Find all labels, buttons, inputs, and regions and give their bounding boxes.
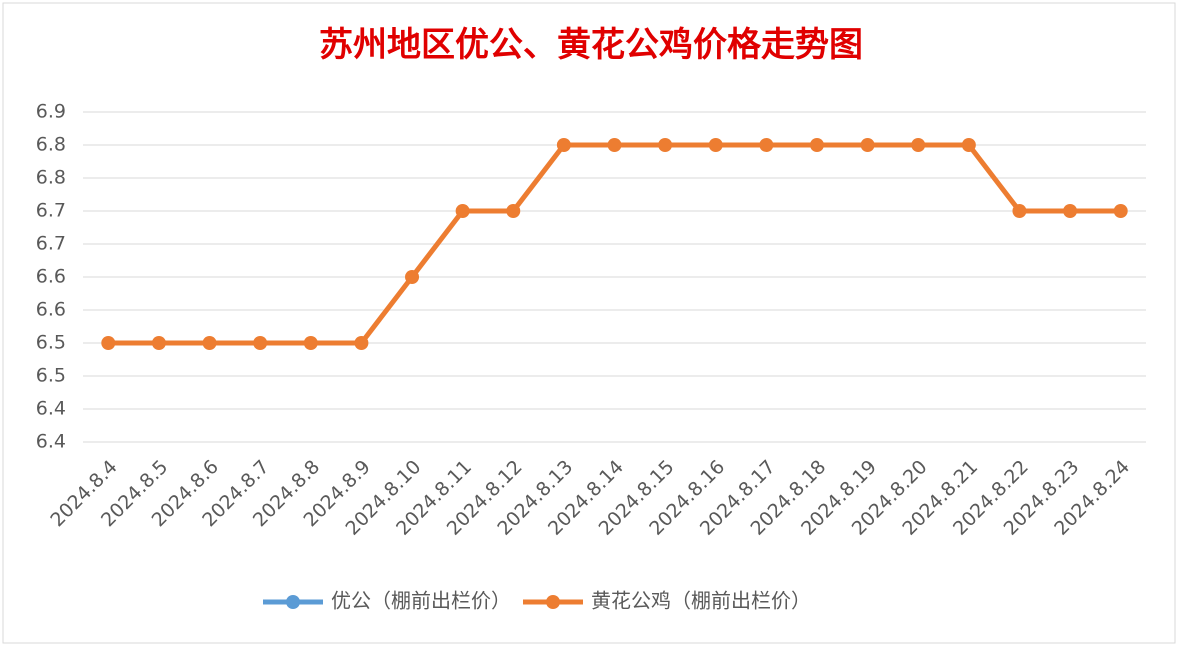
y-tick-label: 6.7 (36, 200, 66, 222)
data-point (405, 270, 420, 284)
y-tick-label: 6.5 (36, 332, 66, 354)
y-tick-label: 6.4 (36, 398, 66, 420)
data-point (860, 138, 875, 152)
y-tick-label: 6.6 (36, 266, 66, 288)
data-point (1012, 204, 1027, 218)
y-tick-label: 6.8 (36, 134, 66, 156)
y-tick-label: 6.8 (36, 167, 66, 189)
legend-marker (286, 595, 300, 609)
data-point (354, 336, 369, 350)
legend-item: 黄花公鸡（棚前出栏价） (523, 589, 811, 613)
data-point (1063, 204, 1078, 218)
data-point (911, 138, 926, 152)
data-point (658, 138, 673, 152)
legend-label: 黄花公鸡（棚前出栏价） (591, 589, 811, 613)
data-point (303, 336, 318, 350)
data-point (1113, 204, 1128, 218)
data-point (101, 336, 116, 350)
data-point (961, 138, 976, 152)
chart-title: 苏州地区优公、黄花公鸡价格走势图 (319, 25, 863, 65)
y-tick-label: 6.6 (36, 299, 66, 321)
data-point (506, 204, 521, 218)
data-point (759, 138, 774, 152)
data-point (253, 336, 268, 350)
data-point (556, 138, 571, 152)
legend-marker (546, 595, 560, 609)
y-tick-label: 6.5 (36, 365, 66, 387)
y-tick-label: 6.7 (36, 233, 66, 255)
data-point (607, 138, 622, 152)
data-point (809, 138, 824, 152)
y-tick-label: 6.9 (36, 101, 66, 123)
data-point (202, 336, 217, 350)
data-point (151, 336, 166, 350)
data-point (455, 204, 470, 218)
data-point (708, 138, 723, 152)
y-tick-label: 6.4 (36, 431, 66, 453)
legend-item: 优公（棚前出栏价） (263, 589, 511, 613)
legend-label: 优公（棚前出栏价） (331, 589, 511, 613)
